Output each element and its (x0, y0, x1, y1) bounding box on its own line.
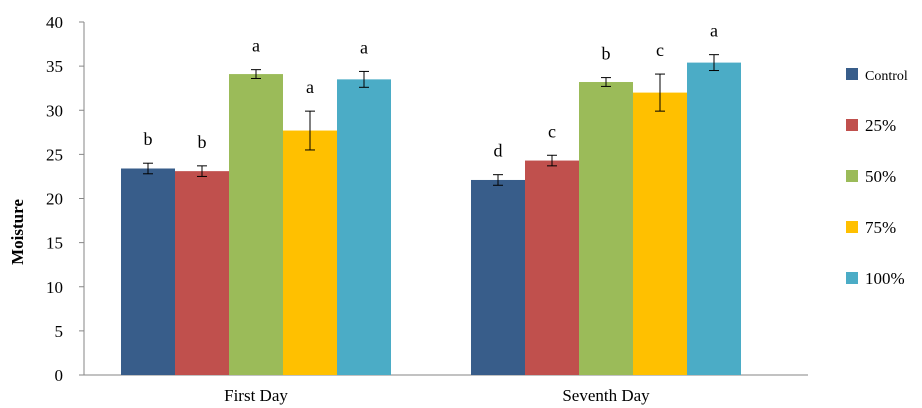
category-labels: First Day Seventh Day (224, 386, 650, 405)
bar-75pct (633, 92, 687, 375)
y-tick-label: 10 (46, 278, 63, 297)
significance-letter: b (198, 132, 207, 152)
significance-letter: c (656, 40, 664, 60)
significance-letter: a (360, 37, 368, 57)
y-tick-label: 20 (46, 190, 63, 209)
y-tick-label: 5 (55, 322, 64, 341)
legend-label: 25% (865, 116, 896, 135)
significance-letter: c (548, 121, 556, 141)
legend-swatch (846, 221, 858, 233)
y-tick-label: 25 (46, 145, 63, 164)
legend-label: 75% (865, 218, 896, 237)
bar-75pct (283, 130, 337, 375)
bar-25pct (175, 171, 229, 375)
bar-25pct (525, 160, 579, 375)
category-label: First Day (224, 386, 288, 405)
bar-control (121, 168, 175, 375)
legend-label: 50% (865, 167, 896, 186)
y-tick-label: 35 (46, 57, 63, 76)
legend-swatch (846, 272, 858, 284)
bar-100pct (337, 79, 391, 376)
bar-100pct (687, 62, 741, 375)
bar-50pct (229, 74, 283, 375)
y-tick-label: 0 (55, 366, 64, 385)
error-bars (143, 54, 719, 186)
bars (121, 62, 741, 376)
y-tick-label: 15 (46, 234, 63, 253)
significance-letters: b d b c a b a c a a (144, 21, 719, 161)
legend-label: 100% (865, 269, 905, 288)
legend-swatch (846, 170, 858, 182)
y-axis-label: Moisture (8, 199, 27, 265)
y-tick-label: 40 (46, 13, 63, 32)
significance-letter: a (306, 77, 314, 97)
category-label: Seventh Day (562, 386, 650, 405)
legend-label: Control (865, 69, 908, 84)
bar-control (471, 179, 525, 375)
legend-swatch (846, 119, 858, 131)
y-tick-label: 30 (46, 101, 63, 120)
significance-letter: a (710, 21, 718, 41)
legend-swatch (846, 68, 858, 80)
significance-letter: d (494, 141, 503, 161)
bar-50pct (579, 82, 633, 375)
significance-letter: b (602, 44, 611, 64)
significance-letter: b (144, 129, 153, 149)
significance-letter: a (252, 36, 260, 56)
legend: Control 25% 50% 75% 100% (846, 68, 908, 288)
